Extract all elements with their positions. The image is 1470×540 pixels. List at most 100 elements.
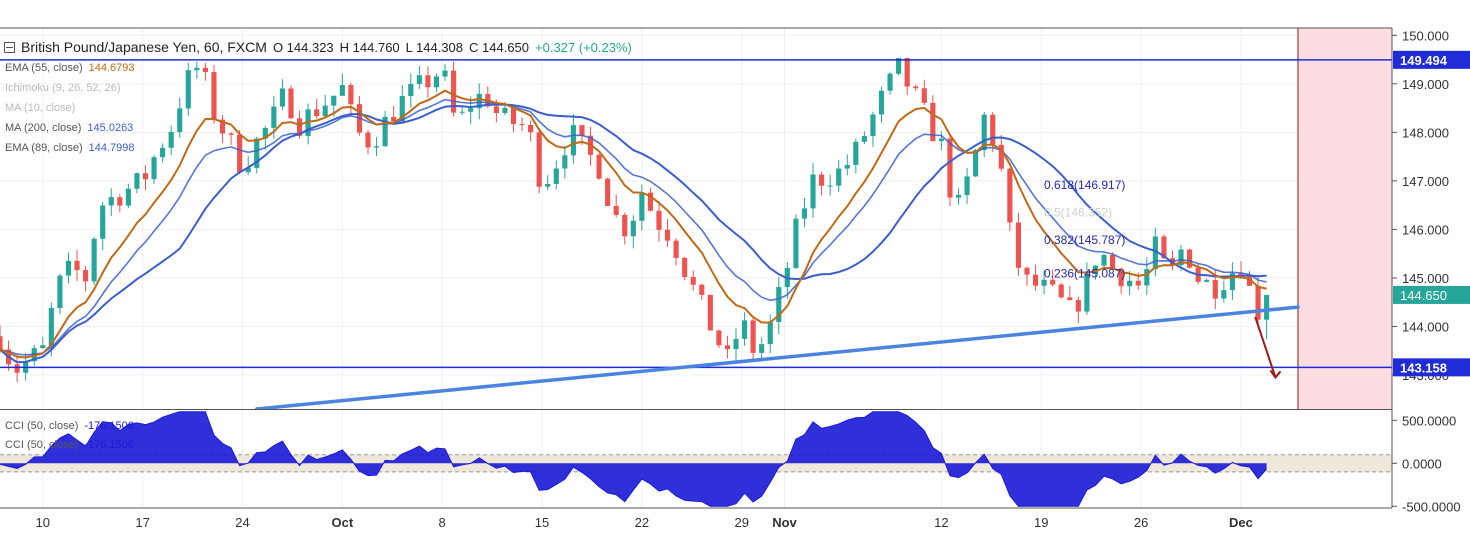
candle-body — [536, 132, 542, 187]
candle-body — [1084, 273, 1090, 312]
candle-body — [451, 70, 457, 113]
candle-body — [160, 147, 166, 158]
candle-body — [955, 194, 962, 198]
legend-item-ema89[interactable]: EMA (89, close) 144.7998 — [0, 138, 135, 158]
candle-body — [74, 260, 80, 271]
candle-body — [416, 75, 422, 84]
candle-body — [1255, 285, 1261, 320]
candle-body — [177, 108, 183, 132]
candle-body — [741, 320, 748, 339]
candle-body — [48, 307, 54, 346]
x-tick-label: 19 — [1034, 515, 1048, 530]
candle-body — [613, 205, 619, 215]
ma200-line — [0, 103, 1267, 364]
indicator-legend: EMA (55, close) 144.6793 Ichimoku (9, 26… — [0, 58, 135, 158]
legend-item-ma10[interactable]: MA (10, close) — [0, 98, 135, 118]
y-tick-label: 144.000 — [1402, 319, 1449, 334]
legend-item-cci[interactable]: CCI (50, close) -176.1506 — [0, 436, 134, 455]
y-tick-label: 146.000 — [1402, 222, 1449, 237]
high-value: H 144.760 — [339, 39, 400, 55]
candle-body — [878, 90, 885, 115]
candle-body — [528, 124, 534, 133]
candle-body — [724, 345, 731, 350]
candle-body — [656, 210, 662, 230]
candle-body — [288, 88, 294, 119]
legend-item-ma200[interactable]: MA (200, close) 145.0263 — [0, 118, 135, 138]
candle-body — [673, 240, 679, 258]
candle-body — [245, 167, 251, 173]
candle-body — [562, 155, 568, 169]
candle-body — [117, 197, 123, 206]
fib-label: 0.236(145.087) — [1044, 267, 1125, 281]
candle-body — [716, 330, 722, 346]
candle-body — [254, 138, 260, 168]
candle-body — [767, 322, 773, 345]
candle-body — [476, 93, 482, 109]
candle-body — [647, 192, 653, 211]
candle-body — [1067, 297, 1073, 300]
ema89-line — [0, 98, 1267, 356]
candle-body — [1178, 249, 1184, 266]
legend-value: 144.7998 — [88, 142, 135, 154]
price-pane[interactable] — [0, 28, 1392, 508]
candle-body — [279, 88, 285, 107]
legend-value: 145.0263 — [87, 122, 134, 134]
candle-body — [1246, 276, 1253, 286]
candle-body — [57, 275, 63, 308]
candle-body — [40, 345, 46, 349]
fib-label: 0.382(145.787) — [1044, 233, 1125, 247]
candle-body — [1204, 280, 1210, 282]
candle-body — [399, 95, 405, 122]
x-tick-label: 29 — [734, 515, 748, 530]
y-tick-label: 147.000 — [1402, 174, 1449, 189]
candle-body — [65, 260, 72, 276]
candle-body — [322, 105, 328, 117]
candle-body — [973, 150, 979, 177]
candle-body — [759, 344, 765, 353]
candle-body — [100, 205, 106, 239]
candle-body — [296, 118, 303, 136]
candle-body — [151, 157, 157, 180]
open-value: O 144.323 — [272, 39, 334, 55]
candle-body — [142, 173, 149, 180]
candle-body — [91, 238, 97, 282]
candle-body — [331, 95, 337, 106]
candle-body — [947, 138, 953, 198]
legend-item-ema55[interactable]: EMA (55, close) 144.6793 — [0, 58, 135, 78]
cci-area — [0, 411, 1267, 507]
y-tick-label: 149.000 — [1402, 77, 1449, 92]
level-tag-label: 149.494 — [1400, 53, 1448, 68]
legend-name: MA (200, close) — [5, 122, 82, 134]
candle-body — [682, 257, 688, 278]
candle-body — [921, 88, 927, 103]
candle-body — [442, 70, 448, 77]
collapse-icon[interactable] — [4, 41, 15, 53]
candle-body — [1118, 268, 1124, 287]
fib-label: 0.5(146.352) — [1044, 205, 1112, 219]
x-tick-label: 26 — [1134, 515, 1148, 530]
candle-body — [0, 336, 3, 350]
candle-body — [433, 76, 440, 88]
candle-body — [382, 116, 388, 147]
candle-body — [1101, 255, 1107, 266]
x-tick-label: 17 — [135, 515, 149, 530]
legend-name: MA (10, close) — [5, 102, 76, 114]
level-tag — [1393, 50, 1470, 69]
candle-body — [827, 185, 833, 187]
candle-body — [185, 70, 191, 109]
legend-item-cci[interactable]: CCI (50, close) -176.1506 — [0, 417, 134, 436]
legend-name: EMA (55, close) — [5, 62, 83, 74]
legend-item-ichimoku[interactable]: Ichimoku (9, 26, 52, 26) — [0, 78, 135, 98]
candle-body — [630, 220, 636, 237]
candle-body — [134, 173, 140, 189]
candle-body — [707, 294, 713, 331]
candle-body — [219, 119, 226, 134]
candle-body — [896, 58, 902, 74]
candle-body — [579, 125, 585, 136]
candle-body — [83, 270, 89, 282]
x-tick-label: Oct — [331, 515, 353, 530]
y-tick-label: 150.000 — [1402, 28, 1449, 43]
projection-arrow — [1254, 316, 1277, 378]
candle-body — [639, 192, 645, 221]
candle-body — [125, 188, 131, 206]
